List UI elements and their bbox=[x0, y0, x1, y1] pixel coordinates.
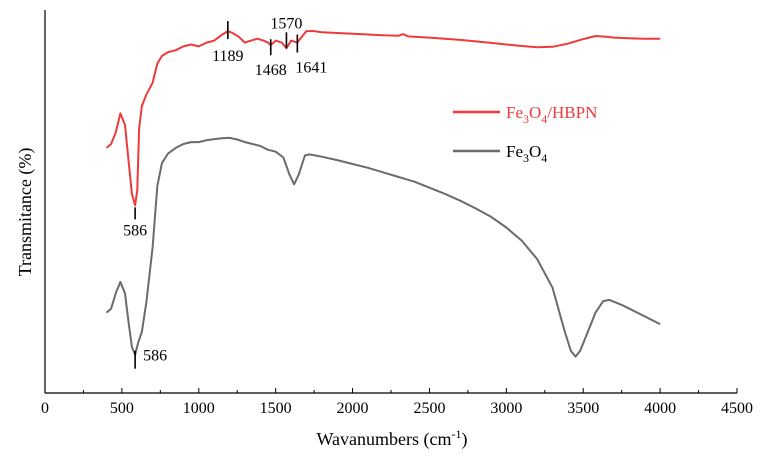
x-tick-label: 2500 bbox=[413, 400, 445, 417]
x-tick-label: 0 bbox=[41, 400, 49, 417]
series-line-1 bbox=[105, 136, 661, 358]
x-tick-label: 500 bbox=[110, 400, 134, 417]
x-tick-label: 3500 bbox=[567, 400, 599, 417]
x-axis-ticks: 0 500 1000 1500 2000 2500 3000 3500 4000 4500 bbox=[41, 388, 753, 417]
peak-annotations: 586 1189 1570 1468 1641 586 bbox=[123, 15, 327, 369]
peak-label: 586 bbox=[143, 348, 167, 365]
peak-label: 1189 bbox=[212, 48, 243, 65]
legend: Fe3O4/HBPN Fe3O4 bbox=[453, 103, 597, 165]
plot-frame bbox=[44, 10, 737, 394]
peak-label: 1641 bbox=[295, 60, 327, 77]
peak-label: 586 bbox=[123, 222, 147, 239]
x-axis-title: Wavanumbers (cm-1) bbox=[317, 427, 468, 450]
x-tick-label: 3000 bbox=[490, 400, 522, 417]
x-tick-label: 1500 bbox=[260, 400, 292, 417]
legend-label-1: Fe3O4 bbox=[506, 142, 547, 165]
legend-label-0: Fe3O4/HBPN bbox=[506, 103, 597, 126]
y-axis-title: Transmitance (%) bbox=[15, 148, 36, 277]
peak-label: 1570 bbox=[270, 15, 302, 32]
x-tick-label: 4000 bbox=[644, 400, 676, 417]
series-lines bbox=[105, 30, 661, 358]
peak-label: 1468 bbox=[255, 62, 287, 79]
x-tick-label: 4500 bbox=[721, 400, 753, 417]
x-tick-label: 2000 bbox=[337, 400, 369, 417]
series-line-0 bbox=[105, 30, 661, 207]
x-tick-label: 1000 bbox=[183, 400, 215, 417]
